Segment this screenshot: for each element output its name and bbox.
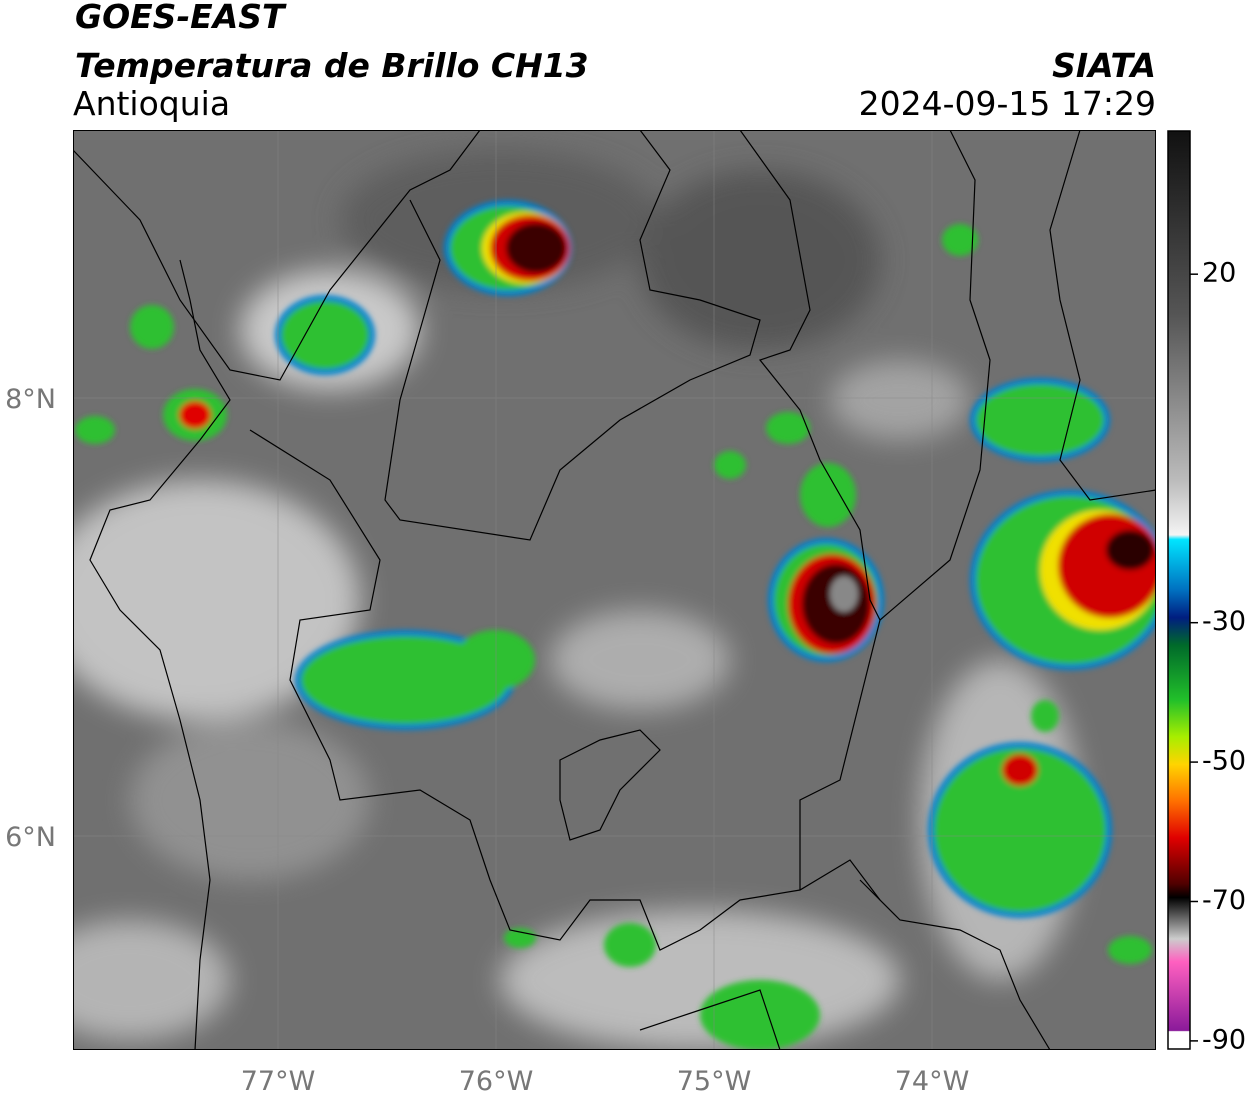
colorbar-tick-label: -90 bbox=[1202, 1024, 1246, 1055]
region: Antioquia bbox=[73, 84, 230, 123]
lon-label: 76°W bbox=[459, 1066, 534, 1097]
lon-label: 74°W bbox=[895, 1066, 970, 1097]
satellite-image bbox=[73, 130, 1156, 1050]
subtitle: Temperatura de Brillo CH13 bbox=[75, 46, 589, 85]
title: GOES-EAST bbox=[75, 0, 287, 36]
colorbar-tick-label: -50 bbox=[1202, 746, 1246, 777]
lat-label: 8°N bbox=[5, 384, 56, 415]
colorbar bbox=[1167, 130, 1191, 1050]
source: SIATA bbox=[1052, 46, 1156, 85]
timestamp: 2024-09-15 17:29 bbox=[859, 84, 1156, 123]
lon-label: 77°W bbox=[241, 1066, 316, 1097]
colorbar-tick-label: 20 bbox=[1202, 258, 1236, 289]
lon-label: 75°W bbox=[677, 1066, 752, 1097]
colorbar-tick-label: -70 bbox=[1202, 885, 1246, 916]
lat-label: 6°N bbox=[5, 822, 56, 853]
colorbar-tick-label: -30 bbox=[1202, 606, 1246, 637]
